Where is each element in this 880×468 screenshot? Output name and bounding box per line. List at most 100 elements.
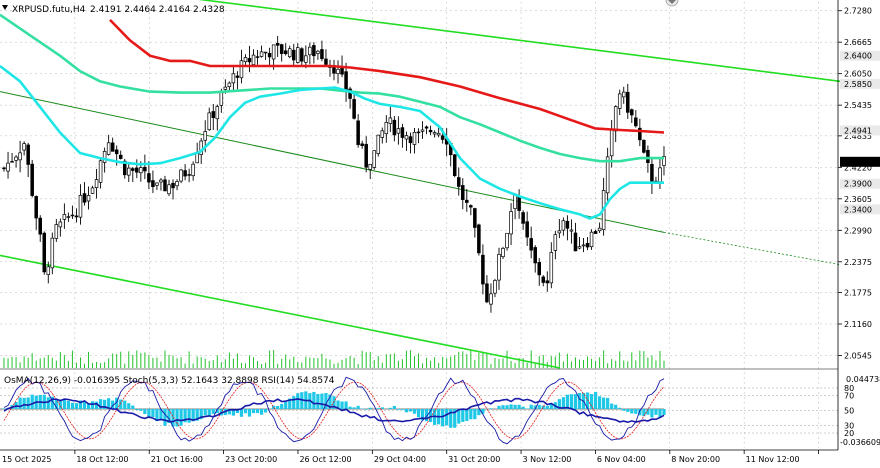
candle-body — [396, 128, 401, 134]
scroll-marker[interactable] — [665, 0, 679, 7]
price-tick-label: 2.1160 — [844, 320, 872, 329]
indicator-label: OsMA(12,26,9) -0.016395 Stoch(5,3,3) 52.… — [4, 376, 335, 386]
candle-body — [34, 196, 38, 219]
candle-body — [513, 193, 517, 209]
price-tick-label: 2.3605 — [844, 195, 872, 204]
price-level-tag — [840, 50, 880, 61]
price-tick-label: 2.1775 — [844, 288, 872, 297]
candle-body — [368, 164, 372, 170]
candle-body — [308, 46, 312, 56]
candle-body — [585, 242, 590, 248]
candle-body — [324, 58, 328, 65]
candle-body — [352, 99, 356, 119]
candle-body — [589, 231, 594, 248]
candle-body — [102, 151, 107, 163]
candle-body — [609, 128, 614, 157]
price-tick-label: 2.5435 — [844, 101, 872, 110]
time-tick-label: 18 Oct 12:00 — [76, 455, 128, 464]
candle-body — [344, 71, 348, 92]
indicator-level-label: 80 — [844, 384, 854, 393]
candle-body — [279, 44, 284, 54]
candle-body — [139, 167, 143, 174]
volume-bars — [3, 350, 665, 368]
candle-body — [388, 117, 393, 124]
price-level-tag — [840, 156, 880, 167]
candle-body — [440, 135, 445, 140]
price-level-tag-label: 2.5850 — [844, 80, 872, 89]
price-level-tag — [840, 125, 880, 136]
candle-body — [424, 126, 429, 129]
candle-body — [312, 45, 316, 57]
candle-body — [215, 106, 220, 120]
trendline — [198, 0, 880, 88]
indicator-level-label: 20 — [844, 429, 854, 438]
candle-body — [163, 179, 167, 192]
candle-body — [151, 180, 155, 188]
candle-body — [452, 154, 457, 176]
candle-body — [404, 135, 409, 140]
candle-body — [642, 139, 646, 153]
candle-body — [291, 49, 296, 61]
candle-body — [529, 238, 533, 251]
candle-body — [577, 246, 582, 249]
candle-body — [557, 230, 562, 234]
candle-body — [235, 75, 240, 78]
candle-body — [167, 184, 171, 195]
dropdown-triangle-icon[interactable] — [2, 5, 8, 10]
time-tick-label: 31 Oct 20:00 — [448, 455, 500, 464]
candle-body — [517, 196, 521, 211]
candle-body — [259, 51, 264, 57]
candle-body — [62, 214, 67, 220]
candle-body — [18, 152, 22, 161]
price-tick-label: 2.4220 — [844, 163, 872, 172]
time-tick-label: 23 Oct 20:00 — [225, 455, 277, 464]
price-candles — [2, 36, 666, 313]
candle-body — [372, 150, 377, 168]
candle-body — [263, 51, 268, 54]
candle-body — [239, 60, 244, 79]
chart-header: XRPUSD.futu,H4 2.4191 2.4464 2.4164 2.43… — [2, 5, 225, 15]
candle-body — [400, 127, 405, 138]
candle-body — [22, 143, 26, 151]
candle-body — [247, 58, 252, 63]
candle-body — [477, 224, 481, 254]
candle-body — [147, 173, 151, 183]
candle-body — [356, 120, 360, 145]
price-tick-label: 2.2990 — [844, 226, 872, 235]
candle-body — [6, 162, 10, 172]
candle-body — [605, 156, 610, 194]
candle-body — [626, 91, 630, 113]
candle-body — [283, 50, 288, 55]
time-tick-label: 3 Nov 12:00 — [523, 455, 572, 464]
scroll-arrow-icon[interactable] — [668, 0, 676, 4]
price-tick-label: 2.6665 — [844, 38, 872, 47]
price-tick-label: 2.6050 — [844, 70, 872, 79]
indicator-bottom-value: -0.036609 — [840, 438, 880, 447]
indicator-level-label: 50 — [844, 407, 854, 416]
candle-body — [287, 48, 292, 58]
candle-body — [300, 48, 304, 62]
candle-body — [275, 42, 280, 46]
candle-body — [525, 221, 529, 238]
ma-line-red — [109, 18, 665, 134]
candle-body — [376, 134, 381, 154]
candle-body — [336, 68, 340, 75]
candle-body — [497, 253, 501, 281]
price-level-tag-label: 2.4941 — [844, 126, 872, 135]
price-level-tag-label: 2.3400 — [844, 205, 872, 214]
candle-body — [175, 181, 179, 187]
price-tick-label: 2.0545 — [844, 351, 872, 360]
price-tick-label: 2.4835 — [844, 132, 872, 141]
ohlc-values: 2.4191 2.4464 2.4164 2.4328 — [90, 5, 225, 15]
candle-body — [436, 132, 441, 136]
candle-body — [581, 244, 586, 247]
candle-body — [412, 132, 417, 145]
candle-body — [565, 220, 570, 229]
candle-body — [541, 276, 546, 283]
candle-body — [465, 199, 469, 203]
candle-body — [227, 82, 232, 88]
candle-body — [155, 182, 159, 186]
price-level-tag — [840, 178, 880, 189]
